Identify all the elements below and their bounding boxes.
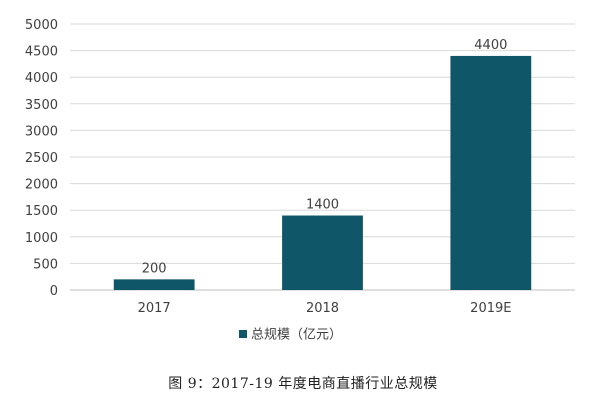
y-tick-label: 3000 <box>25 124 58 139</box>
legend-swatch <box>239 330 247 338</box>
bars <box>113 55 532 290</box>
bar <box>282 215 363 290</box>
y-tick-label: 4500 <box>25 45 58 60</box>
y-tick-label: 4000 <box>25 71 58 86</box>
data-label: 200 <box>142 261 167 276</box>
legend: 总规模（亿元） <box>239 328 342 343</box>
x-tick-label: 2019E <box>470 301 511 316</box>
y-tick-label: 2500 <box>25 151 58 166</box>
legend-label: 总规模（亿元） <box>251 328 342 343</box>
y-tick-label: 2000 <box>25 178 58 193</box>
figure-caption: 图 9：2017-19 年度电商直播行业总规模 <box>168 376 438 392</box>
data-labels: 200 1400 4400 <box>142 38 508 276</box>
bar <box>450 55 532 290</box>
gridlines <box>70 23 575 264</box>
y-tick-label: 500 <box>33 257 58 272</box>
x-tick-label: 2018 <box>306 301 339 316</box>
data-label: 1400 <box>306 198 339 213</box>
data-label: 4400 <box>474 38 507 53</box>
y-tick-label: 3500 <box>25 98 58 113</box>
x-tick-label: 2017 <box>138 301 171 316</box>
axes: 0 500 1000 1500 2000 2500 3000 3500 4000 4500 5000… <box>25 18 575 316</box>
y-tick-label: 1500 <box>25 204 58 219</box>
y-tick-label: 1000 <box>25 231 58 246</box>
y-tick-label: 5000 <box>25 18 58 33</box>
bar <box>113 279 195 290</box>
y-tick-label: 0 <box>50 284 58 299</box>
